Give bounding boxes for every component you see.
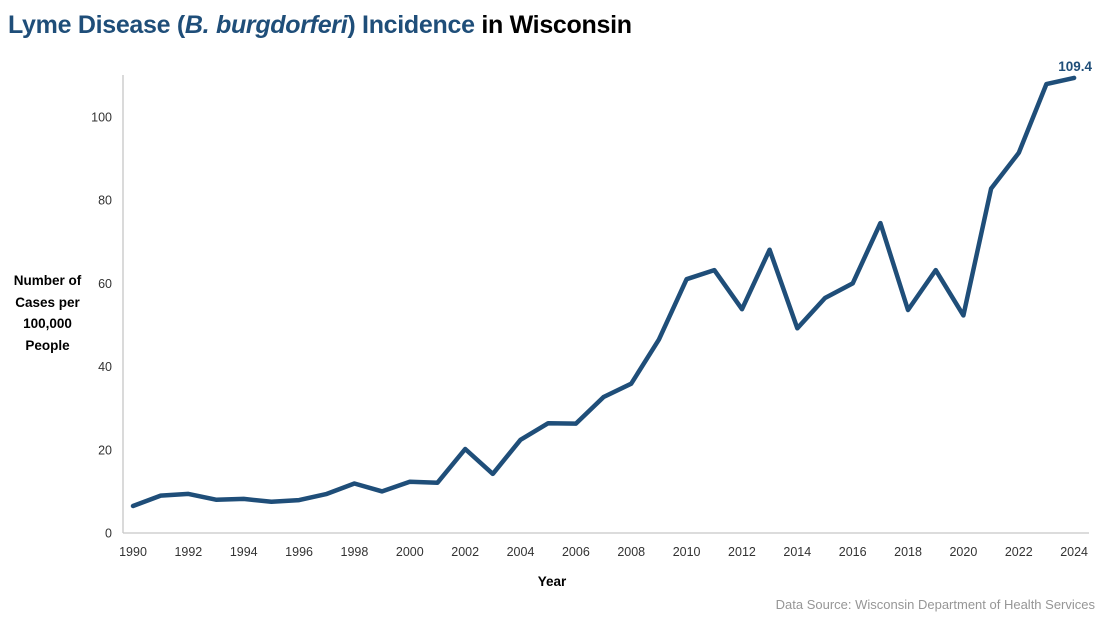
- x-axis-title: Year: [537, 574, 567, 589]
- x-tick-label: 2010: [673, 545, 701, 559]
- x-tick-label: 1992: [174, 545, 202, 559]
- x-tick-label: 2004: [507, 545, 535, 559]
- y-axis-title-line: Number of: [13, 273, 82, 288]
- y-tick-label: 80: [98, 194, 112, 208]
- y-tick-label: 100: [91, 111, 112, 125]
- y-axis-title-line: 100,000: [23, 316, 72, 331]
- x-tick-label: 2022: [1005, 545, 1033, 559]
- y-tick-label: 60: [98, 277, 112, 291]
- x-tick-label: 2006: [562, 545, 590, 559]
- data-source-credit: Data Source: Wisconsin Department of Hea…: [775, 597, 1095, 612]
- x-tick-label: 2020: [949, 545, 977, 559]
- y-axis-title-line: People: [25, 337, 70, 353]
- x-tick-label: 2018: [894, 545, 922, 559]
- x-tick-label: 2012: [728, 545, 756, 559]
- chart-title-tail: ) Incidence: [347, 11, 475, 39]
- y-tick-label: 20: [98, 443, 112, 457]
- x-tick-label: 2024: [1060, 545, 1088, 559]
- x-tick-label: 1996: [285, 545, 313, 559]
- incidence-line-series: [130, 75, 1077, 509]
- chart-title: Lyme Disease (B. burgdorferi) Incidence …: [8, 11, 632, 40]
- y-tick-label: 0: [105, 527, 112, 541]
- x-tick-label: 2014: [783, 545, 811, 559]
- chart-title-suffix: in Wisconsin: [474, 11, 632, 39]
- x-tick-label: 1994: [230, 545, 258, 559]
- x-tick-label: 2008: [617, 545, 645, 559]
- x-tick-label: 1998: [341, 545, 369, 559]
- chart-title-species: B. burgdorferi: [184, 11, 348, 39]
- y-tick-label: 40: [98, 360, 112, 374]
- x-tick-label: 1990: [119, 545, 147, 559]
- x-tick-label: 2000: [396, 545, 424, 559]
- y-axis-title-line: Cases per: [15, 294, 80, 310]
- end-value-label: 109.4: [1058, 59, 1092, 74]
- x-tick-label: 2016: [839, 545, 867, 559]
- x-tick-label: 2002: [451, 545, 479, 559]
- chart-title-lead: Lyme Disease (: [8, 11, 185, 39]
- y-axis-title: Number of Cases per 100,000 People: [0, 270, 95, 356]
